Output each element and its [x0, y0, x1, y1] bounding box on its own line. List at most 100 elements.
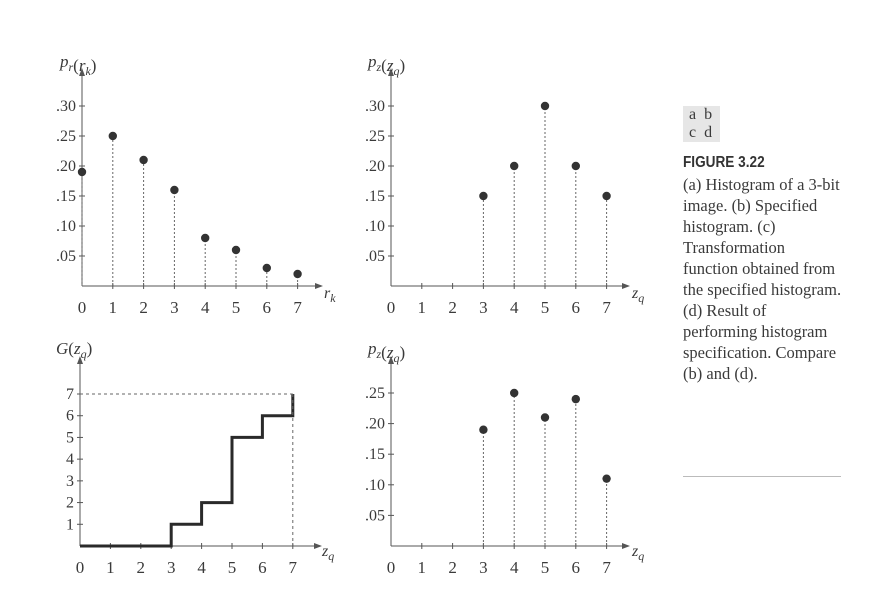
figure-caption: a b c d FIGURE 3.22 (a) Histogram of a 3… — [683, 106, 843, 384]
panel-b: pz(zq) zq 0 1 2 3 4 5 6 7 .05 .10 .15 .20 .25 .30 — [365, 52, 644, 317]
y-tick-label: .10 — [56, 218, 76, 235]
y-tick-label: .05 — [365, 507, 385, 524]
y-tick-label: .10 — [365, 477, 385, 494]
y-axis-arrow — [77, 356, 83, 364]
y-tick-label: .30 — [365, 98, 385, 115]
x-tick-label: 7 — [293, 298, 302, 317]
data-point — [262, 263, 271, 273]
x-axis-label: zq — [631, 543, 644, 563]
x-tick-label: 1 — [106, 558, 115, 577]
x-tick-label: 0 — [76, 558, 85, 577]
y-axis-arrow — [388, 68, 394, 76]
data-point — [479, 425, 488, 434]
data-point — [571, 161, 580, 171]
y-tick-label: 7 — [66, 386, 74, 403]
data-point — [602, 191, 611, 201]
step-line — [80, 394, 295, 548]
x-tick-label: 6 — [572, 298, 581, 317]
panel-letters-row-1: a b — [689, 106, 715, 123]
panel-letters-row-2: c d — [689, 124, 715, 141]
x-axis-arrow — [622, 283, 630, 289]
y-tick-label: 4 — [66, 451, 74, 468]
data-point — [231, 245, 241, 255]
x-tick-label: 2 — [139, 298, 148, 317]
panel-a: pr(rk) rk 0 1 2 3 4 5 6 7 .05 .10 .15 .20 .25 .30 — [56, 52, 336, 317]
y-tick-label: .05 — [365, 248, 385, 265]
x-tick-label: 6 — [263, 298, 272, 317]
data-point — [540, 101, 550, 111]
x-tick-label: 4 — [197, 558, 206, 577]
x-tick-label: 6 — [572, 558, 581, 577]
x-tick-label: 4 — [510, 298, 519, 317]
x-tick-label: 4 — [201, 298, 210, 317]
data-point — [540, 413, 550, 422]
data-point — [108, 131, 118, 141]
y-axis-label: pz(zq) — [367, 339, 405, 365]
x-tick-label: 2 — [448, 558, 457, 577]
x-tick-label: 3 — [479, 558, 488, 577]
x-tick-label: 3 — [170, 298, 179, 317]
x-tick-label: 3 — [167, 558, 176, 577]
x-tick-label: 4 — [510, 558, 519, 577]
data-point — [77, 167, 87, 177]
x-tick-label: 3 — [479, 298, 488, 317]
data-point — [510, 161, 519, 171]
data-point — [201, 233, 210, 243]
y-tick-label: .25 — [365, 385, 385, 402]
panel-letters: a b c d — [683, 106, 721, 142]
x-axis-label: rk — [324, 285, 336, 305]
x-tick-label: 5 — [228, 558, 237, 577]
x-tick-label: 0 — [78, 298, 87, 317]
y-axis-label: G(zq) — [56, 339, 92, 361]
y-tick-label: .20 — [365, 158, 385, 175]
x-axis-arrow — [314, 543, 322, 549]
data-point — [170, 185, 179, 195]
data-point — [479, 191, 488, 201]
panel-c: G(zq) zq 0 1 2 3 4 5 6 7 1 2 3 4 5 6 7 — [56, 339, 334, 577]
y-tick-label: .20 — [365, 416, 385, 433]
x-tick-label: 2 — [137, 558, 146, 577]
y-tick-label: 6 — [66, 408, 74, 425]
x-tick-label: 7 — [602, 558, 611, 577]
y-axis-arrow — [388, 356, 394, 364]
y-axis-label: pz(zq) — [367, 52, 405, 78]
x-tick-label: 5 — [541, 558, 550, 577]
panel-d: pz(zq) zq 0 1 2 3 4 5 6 7 .05 .10 .15 .20 .25 — [365, 339, 644, 577]
x-axis-label: zq — [321, 543, 334, 563]
y-tick-label: 2 — [66, 495, 74, 512]
y-tick-label: 3 — [66, 473, 74, 490]
x-tick-label: 1 — [418, 298, 427, 317]
data-point — [139, 155, 148, 165]
x-tick-label: 7 — [602, 298, 611, 317]
x-tick-label: 0 — [387, 558, 396, 577]
x-axis-label: zq — [631, 285, 644, 305]
y-axis-arrow — [79, 68, 85, 76]
y-tick-label: .25 — [365, 128, 385, 145]
y-tick-label: .05 — [56, 248, 76, 265]
x-tick-label: 6 — [258, 558, 267, 577]
x-tick-label: 1 — [109, 298, 118, 317]
x-tick-label: 5 — [541, 298, 550, 317]
x-tick-label: 0 — [387, 298, 396, 317]
caption-divider — [683, 476, 841, 477]
y-tick-label: .15 — [365, 188, 385, 205]
data-point — [571, 394, 580, 404]
x-tick-label: 1 — [418, 558, 427, 577]
x-tick-label: 7 — [289, 558, 298, 577]
y-tick-label: .15 — [365, 446, 385, 463]
data-point — [602, 474, 611, 483]
data-point — [293, 269, 302, 279]
x-tick-label: 5 — [232, 298, 241, 317]
caption-text: (a) Histogram of a 3-bit image. (b) Spec… — [683, 175, 842, 383]
x-axis-arrow — [315, 283, 323, 289]
y-tick-label: .25 — [56, 128, 76, 145]
y-tick-label: 1 — [66, 516, 74, 533]
data-point — [510, 388, 519, 398]
y-tick-label: .20 — [56, 158, 76, 175]
x-tick-label: 2 — [448, 298, 457, 317]
y-tick-label: 5 — [66, 429, 74, 446]
figure-label: FIGURE 3.22 — [683, 154, 765, 171]
y-tick-label: .15 — [56, 188, 76, 205]
y-tick-label: .30 — [56, 98, 76, 115]
